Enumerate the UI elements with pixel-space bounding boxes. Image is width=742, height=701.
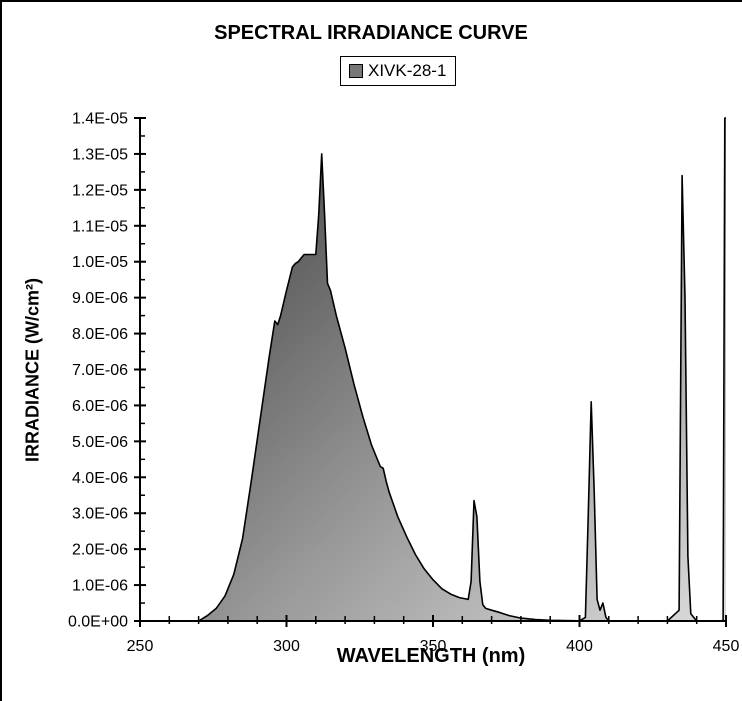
legend: XIVK-28-1 <box>340 56 457 86</box>
y-tick-label: 8.0E-06 <box>72 326 128 343</box>
y-tick-label: 0.0E+00 <box>68 614 128 631</box>
y-tick-label: 5.0E-06 <box>72 434 128 451</box>
y-tick-label: 2.0E-06 <box>72 542 128 559</box>
series-area-0 <box>198 118 727 621</box>
y-tick-label: 1.2E-05 <box>72 182 128 199</box>
y-tick-label: 1.0E-06 <box>72 578 128 595</box>
y-tick-label: 4.0E-06 <box>72 470 128 487</box>
x-tick-label: 400 <box>566 638 593 655</box>
x-tick-label: 350 <box>420 638 447 655</box>
x-tick-label: 300 <box>273 638 300 655</box>
y-tick-label: 7.0E-06 <box>72 362 128 379</box>
y-tick-label: 1.3E-05 <box>72 146 128 163</box>
y-tick-label: 1.1E-05 <box>72 218 128 235</box>
chart-title: SPECTRAL IRRADIANCE CURVE <box>214 22 528 44</box>
x-tick-label: 250 <box>127 638 154 655</box>
legend-label: XIVK-28-1 <box>368 61 447 80</box>
x-axis-label: WAVELENGTH (nm) <box>336 645 526 667</box>
y-tick-label: 1.4E-05 <box>72 111 128 128</box>
legend-swatch <box>349 64 363 78</box>
series-line-0 <box>198 117 726 622</box>
x-tick-label: 450 <box>713 638 740 655</box>
y-tick-label: 3.0E-06 <box>72 506 128 523</box>
y-tick-label: 1.0E-05 <box>72 254 128 271</box>
y-tick-label: 6.0E-06 <box>72 398 128 415</box>
y-tick-label: 9.0E-06 <box>72 290 128 307</box>
